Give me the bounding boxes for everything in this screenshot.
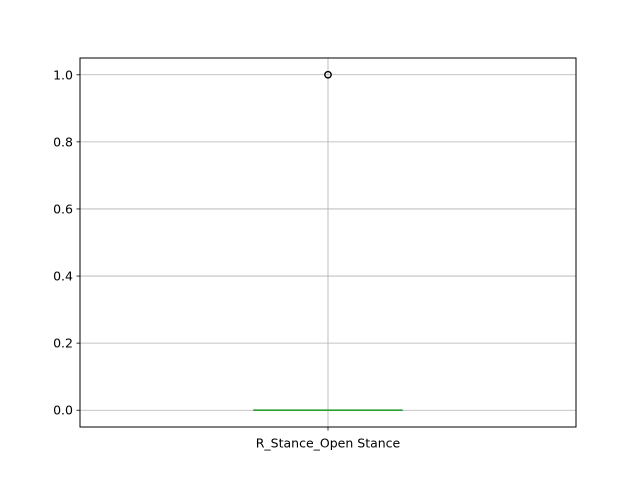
y-tick-label: 0.0: [53, 403, 73, 418]
y-tick-label: 0.2: [53, 336, 73, 351]
y-tick-label: 1.0: [53, 67, 73, 82]
x-tick-label: R_Stance_Open Stance: [256, 436, 401, 451]
y-tick-label: 0.6: [53, 201, 73, 216]
y-tick-label: 0.8: [53, 134, 73, 149]
x-axis: R_Stance_Open Stance: [256, 427, 401, 451]
grid-lines: [80, 58, 576, 427]
box-plot-marks: [253, 70, 403, 412]
outlier-point: [324, 70, 332, 79]
y-axis: 0.0 0.2 0.4 0.6 0.8 1.0: [53, 67, 80, 418]
y-tick-label: 0.4: [53, 269, 73, 284]
